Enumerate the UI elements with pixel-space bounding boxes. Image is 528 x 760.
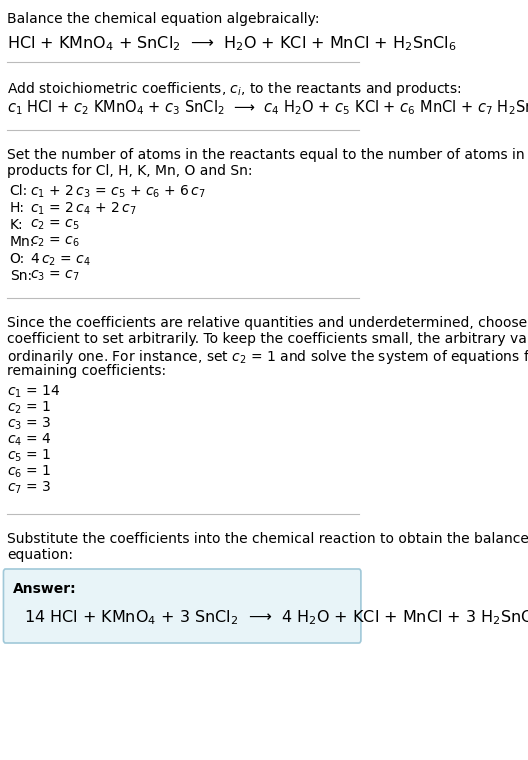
Text: Sn:: Sn: [10,269,32,283]
Text: Balance the chemical equation algebraically:: Balance the chemical equation algebraica… [7,12,319,26]
Text: $c_5$ = 1: $c_5$ = 1 [7,448,51,464]
Text: ordinarily one. For instance, set $c_2$ = 1 and solve the system of equations fo: ordinarily one. For instance, set $c_2$ … [7,348,528,366]
Text: $c_2$ = 1: $c_2$ = 1 [7,400,51,416]
Text: $c_2$ = $c_5$: $c_2$ = $c_5$ [31,218,80,233]
Text: coefficient to set arbitrarily. To keep the coefficients small, the arbitrary va: coefficient to set arbitrarily. To keep … [7,332,528,346]
Text: products for Cl, H, K, Mn, O and Sn:: products for Cl, H, K, Mn, O and Sn: [7,164,252,178]
Text: Cl:: Cl: [10,184,28,198]
Text: H:: H: [10,201,25,215]
Text: HCl + KMnO$_4$ + SnCl$_2$  ⟶  H$_2$O + KCl + MnCl + H$_2$SnCl$_6$: HCl + KMnO$_4$ + SnCl$_2$ ⟶ H$_2$O + KCl… [7,34,456,52]
Text: K:: K: [10,218,23,232]
Text: 4$\,c_2$ = $c_4$: 4$\,c_2$ = $c_4$ [31,252,91,268]
FancyBboxPatch shape [4,569,361,643]
Text: equation:: equation: [7,548,73,562]
Text: $c_3$ = 3: $c_3$ = 3 [7,416,51,432]
Text: Answer:: Answer: [13,582,76,596]
Text: $c_1$ HCl + $c_2$ KMnO$_4$ + $c_3$ SnCl$_2$  ⟶  $c_4$ H$_2$O + $c_5$ KCl + $c_6$: $c_1$ HCl + $c_2$ KMnO$_4$ + $c_3$ SnCl$… [7,98,528,117]
Text: Mn:: Mn: [10,235,35,249]
Text: Add stoichiometric coefficients, $c_i$, to the reactants and products:: Add stoichiometric coefficients, $c_i$, … [7,80,461,98]
Text: $c_1$ = 14: $c_1$ = 14 [7,384,60,401]
Text: $c_7$ = 3: $c_7$ = 3 [7,480,51,496]
Text: $c_1$ = 2$\,c_4$ + 2$\,c_7$: $c_1$ = 2$\,c_4$ + 2$\,c_7$ [31,201,137,217]
Text: $c_6$ = 1: $c_6$ = 1 [7,464,51,480]
Text: Set the number of atoms in the reactants equal to the number of atoms in the: Set the number of atoms in the reactants… [7,148,528,162]
Text: Substitute the coefficients into the chemical reaction to obtain the balanced: Substitute the coefficients into the che… [7,532,528,546]
Text: 14 HCl + KMnO$_4$ + 3 SnCl$_2$  ⟶  4 H$_2$O + KCl + MnCl + 3 H$_2$SnCl$_6$: 14 HCl + KMnO$_4$ + 3 SnCl$_2$ ⟶ 4 H$_2$… [24,608,528,627]
Text: Since the coefficients are relative quantities and underdetermined, choose a: Since the coefficients are relative quan… [7,316,528,330]
Text: $c_3$ = $c_7$: $c_3$ = $c_7$ [31,269,80,283]
Text: $c_2$ = $c_6$: $c_2$ = $c_6$ [31,235,80,249]
Text: remaining coefficients:: remaining coefficients: [7,364,166,378]
Text: O:: O: [10,252,25,266]
Text: $c_1$ + 2$\,c_3$ = $c_5$ + $c_6$ + 6$\,c_7$: $c_1$ + 2$\,c_3$ = $c_5$ + $c_6$ + 6$\,c… [31,184,206,201]
Text: $c_4$ = 4: $c_4$ = 4 [7,432,52,448]
